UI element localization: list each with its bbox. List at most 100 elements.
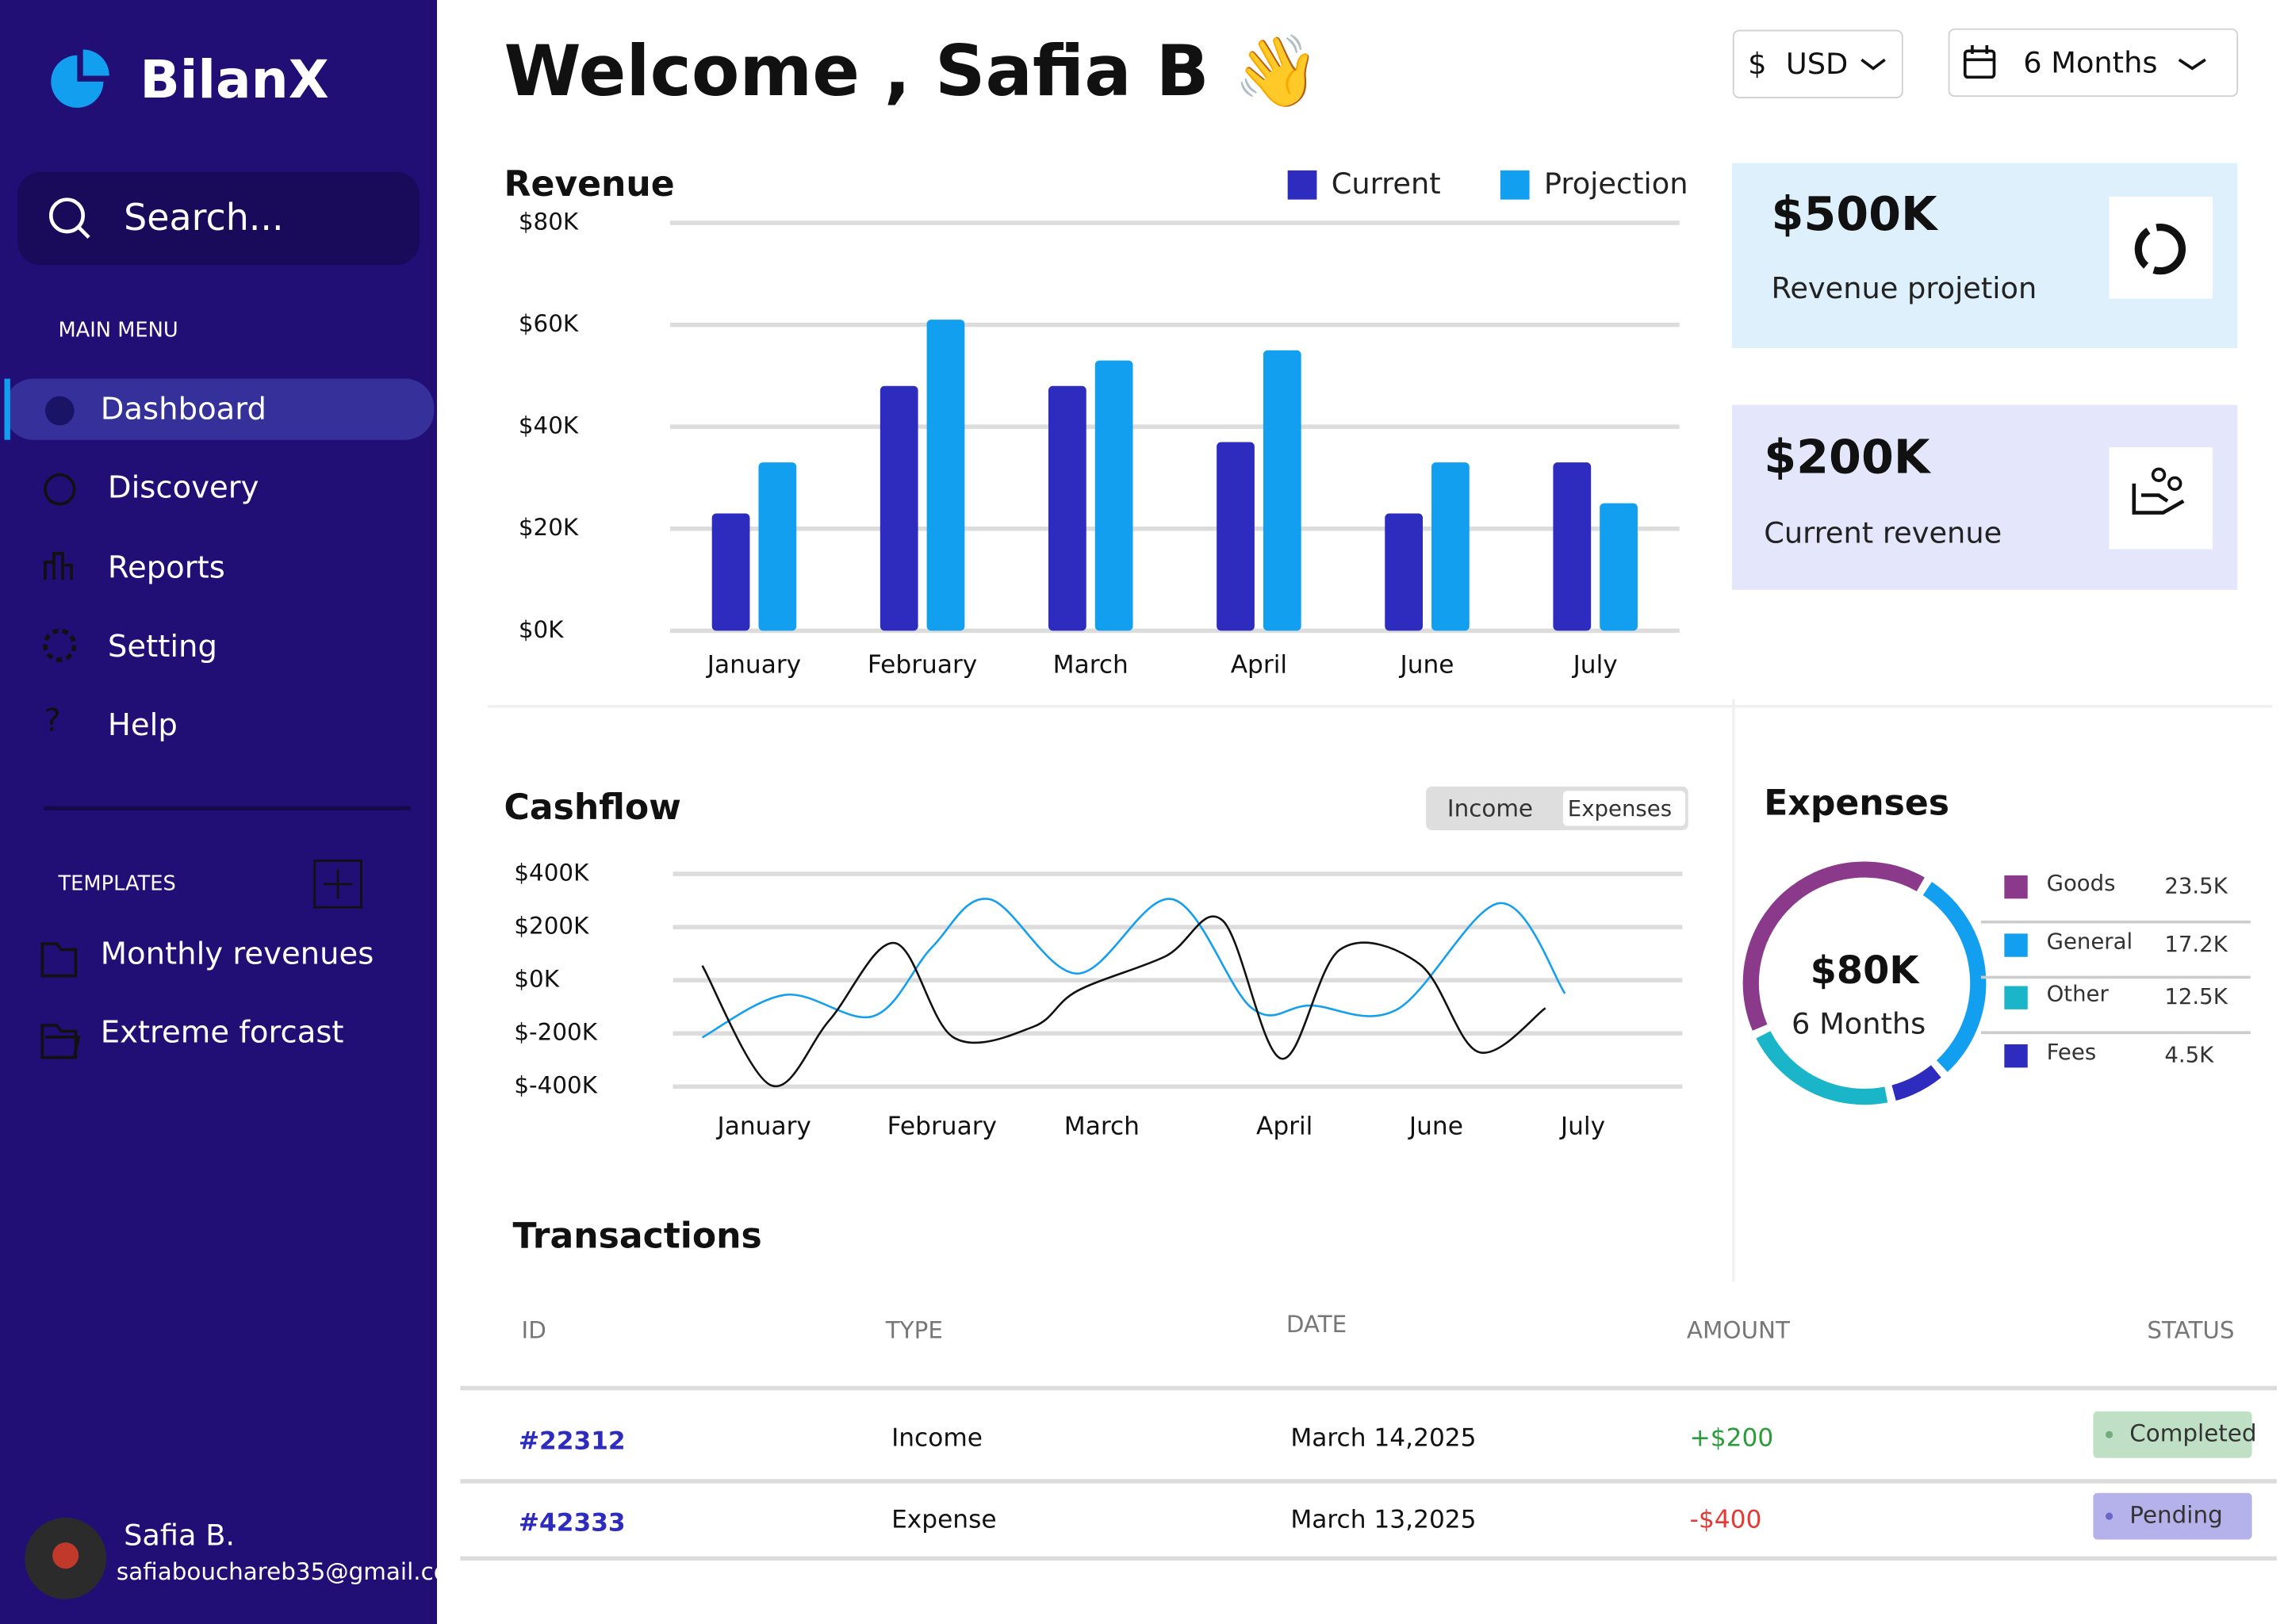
menu-item[interactable]: Help [108, 707, 178, 743]
status-label: Completed [2129, 1420, 2256, 1447]
x-tick-label: February [868, 650, 977, 679]
table-cell: -$400 [1690, 1506, 1762, 1534]
column-header: AMOUNT [1687, 1316, 1791, 1343]
menu-icon [44, 473, 76, 506]
legend-swatch [2004, 875, 2028, 899]
template-item[interactable]: Monthly revenues [101, 936, 374, 971]
donut-segment [1742, 861, 1925, 1031]
bar [711, 513, 750, 631]
legend-swatch [2004, 933, 2028, 957]
logo [51, 49, 109, 108]
toggle-option[interactable]: Expenses [1568, 796, 1672, 822]
legend-swatch [2004, 1044, 2028, 1068]
status-badge [2093, 1411, 2252, 1458]
legend-value: 23.5K [2164, 874, 2228, 899]
brand: BilanX [140, 49, 328, 110]
card-label: Current revenue [1764, 516, 2002, 550]
currency: USD [1786, 47, 1848, 81]
x-tick-label: March [1053, 650, 1129, 679]
card-icon [2134, 223, 2186, 275]
sidebar [0, 0, 438, 1624]
menu-item[interactable]: Dashboard [101, 391, 266, 427]
x-tick-label: January [716, 1113, 811, 1141]
x-tick-label: January [706, 650, 801, 679]
card-label: Revenue projetion [1771, 271, 2037, 305]
column-header: TYPE [885, 1316, 943, 1343]
calendar-icon [1964, 44, 1995, 62]
bar [926, 320, 965, 631]
y-tick-label: $80K [519, 209, 579, 236]
menu-icon [43, 628, 77, 662]
search-box[interactable] [17, 171, 420, 266]
menu-icon [44, 396, 75, 426]
currency-symbol: $ [1748, 47, 1766, 81]
search-placeholder[interactable]: Search... [124, 196, 283, 239]
menu-icon [44, 552, 73, 580]
y-tick-label: $-200K [514, 1019, 597, 1046]
donut-segment [1756, 1031, 1888, 1105]
table-cell[interactable]: #42333 [519, 1508, 626, 1537]
card-value: $500K [1771, 186, 1939, 241]
active-marker [4, 378, 10, 440]
chart-title: Cashflow [504, 787, 681, 828]
y-tick-label: $20K [519, 514, 579, 541]
folder-icon [40, 942, 78, 978]
period: 6 Months [2023, 45, 2157, 79]
bar [1048, 385, 1086, 631]
card-icon [2151, 467, 2167, 482]
search-icon [48, 197, 85, 234]
menu-item[interactable]: Reports [108, 550, 225, 586]
bar [1431, 462, 1470, 631]
line [701, 898, 1566, 1039]
period-select[interactable] [1948, 28, 2239, 98]
bar [1263, 350, 1301, 631]
toggle-active [1562, 791, 1686, 826]
template-item[interactable]: Extreme forcast [101, 1015, 344, 1051]
y-tick-label: $-400K [514, 1072, 597, 1099]
chevron [1861, 58, 1886, 71]
donut-segment [1891, 1065, 1941, 1101]
column-header: DATE [1286, 1311, 1347, 1338]
avatar [52, 1542, 79, 1569]
menu-item[interactable]: Discovery [108, 470, 259, 506]
currency-select[interactable] [1732, 29, 1903, 98]
y-tick-label: $400K [514, 860, 589, 887]
y-tick-label: $0K [519, 616, 564, 643]
x-tick-label: July [1572, 650, 1618, 679]
x-tick-label: April [1231, 650, 1287, 679]
add-template[interactable] [313, 860, 362, 909]
legend-value: 17.2K [2164, 932, 2228, 957]
status-label: Pending [2129, 1502, 2222, 1529]
table-cell: Income [891, 1424, 983, 1453]
card-icon-box [2109, 196, 2213, 299]
status-dot [2106, 1431, 2113, 1438]
menu-item[interactable]: Setting [108, 629, 217, 665]
status-badge [2093, 1492, 2252, 1540]
legend-swatch [1287, 170, 1317, 200]
table-cell: March 13,2025 [1290, 1506, 1476, 1534]
y-tick-label: $60K [519, 310, 579, 337]
y-tick-label: $200K [514, 913, 589, 940]
legend-label: Projection [1544, 167, 1688, 201]
card-icon [2167, 476, 2182, 491]
bar [1553, 462, 1592, 631]
legend-label: Fees [2047, 1040, 2097, 1065]
chart-title: Revenue [504, 164, 675, 205]
toggle-option[interactable]: Income [1447, 795, 1533, 822]
column-header: ID [522, 1316, 546, 1343]
bar [1600, 503, 1638, 631]
x-tick-label: June [1399, 650, 1454, 679]
legend-value: 4.5K [2164, 1043, 2214, 1068]
y-tick-label: $0K [514, 966, 559, 993]
table-cell: March 14,2025 [1290, 1424, 1476, 1453]
folder-icon [40, 1024, 81, 1059]
legend-swatch [2004, 986, 2028, 1009]
x-tick-label: March [1064, 1113, 1140, 1141]
line [701, 915, 1546, 1088]
bar [1385, 513, 1424, 631]
chevron [2178, 58, 2206, 71]
table-cell[interactable]: #22312 [519, 1427, 626, 1455]
user-email: safiabouchareb35@gmail.com [117, 1558, 470, 1585]
